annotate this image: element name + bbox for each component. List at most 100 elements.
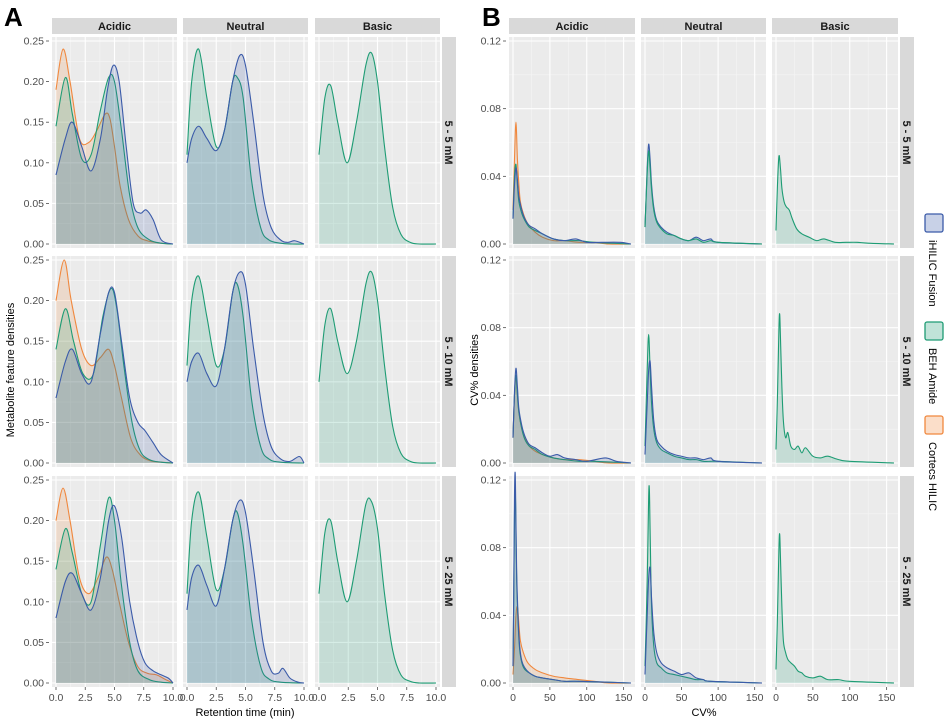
legend: iHILIC Fusion BEH Amide Cortecs HILIC <box>924 213 944 511</box>
panel-a-ytick-label: 0.00 <box>24 239 45 251</box>
panel-b-ytick-label: 0.00 <box>481 458 502 470</box>
panel-b-facet-5-25-mm-acidic-area-cortecs-hilic <box>513 606 631 684</box>
panel-a-facet-5-25-mm-acidic-line-ihilic-fusion <box>55 504 174 684</box>
panel-a-xtick-label: 0.0 <box>312 692 327 704</box>
panel-a-facet-5-25-mm-neutral-area-beh-amide <box>187 491 304 683</box>
panel-b-facet-5-10-mm-basic <box>772 256 898 467</box>
panel-a-facet-5-5-mm-acidic-area-ihilic-fusion <box>56 65 173 245</box>
panel-a-facet-5-5-mm-neutral-line-ihilic-fusion <box>186 53 305 245</box>
panel-a-facet-5-5-mm-acidic-line-ihilic-fusion <box>55 64 174 245</box>
panel-a-facet-5-5-mm-neutral-area-ihilic-fusion <box>187 54 304 245</box>
panel-b-ytick-label: 0.04 <box>481 171 502 183</box>
panel-a-facet-5-10-mm-acidic-area-ihilic-fusion <box>56 286 173 463</box>
panel-a-xtick-label: 5.0 <box>107 692 122 704</box>
legend-label-cortecs-hilic: Cortecs HILIC <box>926 442 938 511</box>
panel-a-facet-5-10-mm-acidic-area-cortecs-hilic <box>56 260 173 463</box>
panel-b-xtick-label: 150 <box>746 692 764 704</box>
panel-b-facet-5-5-mm-acidic <box>509 37 635 248</box>
panel-a-xtick-label: 2.5 <box>78 692 93 704</box>
panel-a-facet-5-5-mm-basic <box>315 37 440 248</box>
panel-b-ytick-label: 0.08 <box>481 542 502 554</box>
panel-b-ytick-label: 0.12 <box>481 255 502 267</box>
panel-b-strip-label-acidic: Acidic <box>555 21 588 33</box>
panel-b-facet-5-10-mm-neutral <box>641 256 766 467</box>
panel-a-xtick-label: 10.0 <box>163 692 184 704</box>
panel-b-facet-5-25-mm-neutral-area-ihilic-fusion <box>645 566 762 683</box>
panel-a-ytick-label: 0.10 <box>24 376 45 388</box>
panel-b-x-axis-title: CV% <box>691 707 716 719</box>
panel-b-facet-5-5-mm-acidic-area-beh-amide <box>513 164 631 244</box>
panel-b-facet-5-10-mm-neutral-area-beh-amide <box>645 334 762 463</box>
panel-a-ytick-label: 0.05 <box>24 637 45 649</box>
panel-b-facet-5-10-mm-acidic <box>509 256 635 467</box>
panel-a-xtick-label: 2.5 <box>209 692 224 704</box>
panel-a-xtick-label: 7.5 <box>399 692 414 704</box>
panel-b-facet-5-5-mm-neutral-line-ihilic-fusion <box>644 143 763 245</box>
panel-b-ytick-label: 0.08 <box>481 103 502 115</box>
panel-b-facet-5-25-mm-basic-area-beh-amide <box>776 533 894 683</box>
legend-swatch-ihilic-fusion <box>924 213 944 233</box>
panel-a-facet-5-10-mm-neutral <box>183 256 308 467</box>
panel-b-strip-row-5-25-mm <box>900 476 914 687</box>
panel-a-facet-5-5-mm-basic-line-beh-amide <box>318 51 437 245</box>
panel-b-ytick-label: 0.12 <box>481 475 502 487</box>
panel-b-xtick-label: 50 <box>676 692 688 704</box>
panel-a-facet-5-5-mm-acidic <box>52 37 177 248</box>
panel-a-ytick-label: 0.05 <box>24 417 45 429</box>
panel-label-b: B <box>482 2 501 32</box>
panel-b-facet-5-5-mm-neutral-line-beh-amide <box>644 150 763 245</box>
panel-b-strip-label-5-5-mm: 5 - 5 mM <box>900 120 912 164</box>
panel-b-facet-5-5-mm-acidic-area-ihilic-fusion <box>513 167 631 244</box>
panel-a-ytick-label: 0.25 <box>24 255 45 267</box>
panel-b-facet-5-10-mm-basic-area-beh-amide <box>776 313 894 463</box>
panel-b-xtick-label: 0 <box>510 692 516 704</box>
panel-a-facet-5-25-mm-neutral-line-ihilic-fusion <box>186 499 305 684</box>
panel-a-x-axis-title: Retention time (min) <box>195 707 294 719</box>
panel-a-strip-label-neutral: Neutral <box>227 21 265 33</box>
panel-a-xtick-label: 5.0 <box>238 692 253 704</box>
panel-a-facet-5-10-mm-acidic-line-beh-amide <box>55 287 174 464</box>
panel-a-ytick-label: 0.20 <box>24 76 45 88</box>
panel-b-y-axis-title: CV% densities <box>469 334 481 406</box>
panel-b-facet-5-10-mm-acidic-area-cortecs-hilic <box>513 378 631 464</box>
panel-b-xtick-label: 100 <box>578 692 596 704</box>
panel-a-facet-5-5-mm-neutral <box>183 37 308 248</box>
panel-a-facet-5-5-mm-basic-area-beh-amide <box>319 52 436 245</box>
panel-b-strip-label-5-25-mm: 5 - 25 mM <box>900 556 912 606</box>
panel-b-facet-5-25-mm-acidic <box>509 471 635 687</box>
panel-b-ytick-label: 0.00 <box>481 678 502 690</box>
panel-a-facets: Acidic Neutral Basic 5 - 5 mM 5 - 10 mM 5 - 2… <box>24 18 456 704</box>
panel-a-strip-label-basic: Basic <box>363 21 392 33</box>
panel-b-facet-5-5-mm-neutral-area-ihilic-fusion <box>645 144 762 244</box>
panel-b-facet-5-10-mm-acidic-line-ihilic-fusion <box>512 367 632 464</box>
panel-a-facet-5-10-mm-acidic-line-cortecs-hilic <box>55 259 174 464</box>
panel-b-facet-5-5-mm-basic-line-beh-amide <box>775 154 895 245</box>
panel-a-ytick-label: 0.15 <box>24 556 45 568</box>
panel-b-xtick-label: 100 <box>709 692 727 704</box>
panel-b-facet-5-10-mm-neutral-line-ihilic-fusion <box>644 360 763 464</box>
panel-b-ytick-label: 0.12 <box>481 36 502 48</box>
panel-a-facet-5-25-mm-acidic-line-beh-amide <box>55 496 174 684</box>
legend-label-ihilic-fusion: iHILIC Fusion <box>926 240 938 307</box>
panel-b-xtick-label: 150 <box>878 692 896 704</box>
panel-a-facet-5-25-mm-acidic-line-cortecs-hilic <box>55 487 174 684</box>
panel-a-y-axis-title: Metabolite feature densities <box>5 302 17 437</box>
panel-b-facet-5-25-mm-neutral-line-ihilic-fusion <box>644 566 763 684</box>
panel-a-xtick-label: 10.0 <box>294 692 315 704</box>
panel-b-facet-5-5-mm-neutral <box>641 37 766 248</box>
panel-a-ytick-label: 0.05 <box>24 198 45 210</box>
panel-a-xtick-label: 0.0 <box>49 692 64 704</box>
panel-b-strip-row-5-5-mm <box>900 37 914 248</box>
panel-a-ytick-label: 0.00 <box>24 678 45 690</box>
panel-b-facets: Acidic Neutral Basic 5 - 5 mM 5 - 10 mM 5 - 2… <box>481 18 914 704</box>
panel-b-strip-row-5-10-mm <box>900 256 914 467</box>
panel-a-ytick-label: 0.10 <box>24 157 45 169</box>
panel-a-facet-5-5-mm-acidic-line-beh-amide <box>55 73 174 245</box>
panel-a-facet-5-25-mm-acidic-area-cortecs-hilic <box>56 488 173 683</box>
panel-a-facet-5-5-mm-acidic-area-beh-amide <box>56 74 173 244</box>
panel-a-ytick-label: 0.25 <box>24 36 45 48</box>
panel-b-xtick-label: 0 <box>773 692 779 704</box>
panel-a-facet-5-10-mm-acidic <box>52 256 177 467</box>
panel-a-strip-col-basic <box>315 18 440 34</box>
